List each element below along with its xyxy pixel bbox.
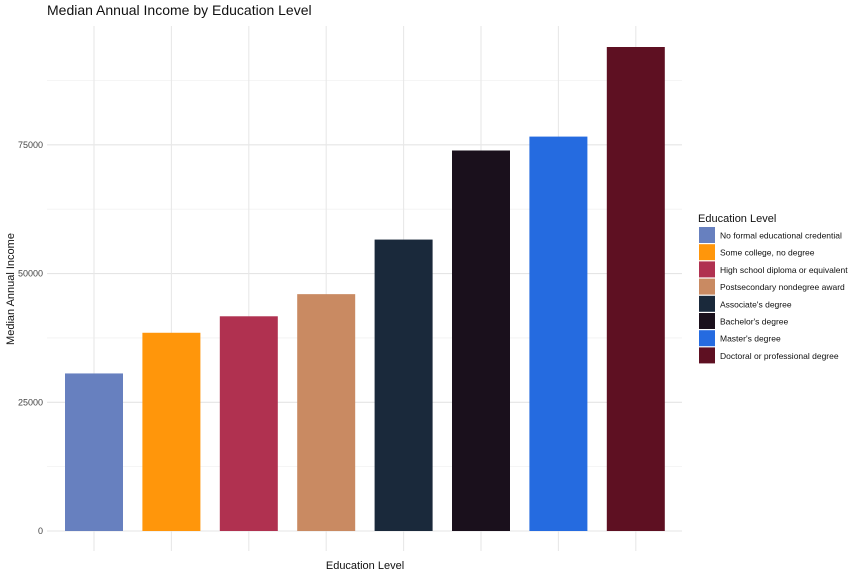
bar <box>65 373 123 531</box>
bars <box>65 47 665 532</box>
y-tick-label: 0 <box>38 526 43 536</box>
legend-swatch <box>699 261 715 278</box>
y-tick-label: 50000 <box>18 269 43 279</box>
chart-title: Median Annual Income by Education Level <box>47 2 312 18</box>
bar <box>606 47 665 531</box>
legend-label: Some college, no degree <box>720 248 815 258</box>
legend-label: No formal educational credential <box>720 231 842 241</box>
bar <box>142 332 201 531</box>
legend-title: Education Level <box>698 213 776 225</box>
x-axis-title: Education Level <box>326 560 404 572</box>
legend-swatch <box>699 278 715 295</box>
bar <box>452 150 510 531</box>
y-axis-title: Median Annual Income <box>5 233 17 345</box>
legend: Education Level No formal educational cr… <box>698 213 848 364</box>
bar <box>297 294 356 531</box>
y-tick-label: 25000 <box>18 397 43 407</box>
legend-swatch <box>699 227 715 243</box>
y-tick-label: 75000 <box>18 140 43 150</box>
legend-label: Master's degree <box>720 334 781 344</box>
legend-label: Postsecondary nondegree award <box>720 282 845 292</box>
legend-swatch <box>699 347 715 364</box>
y-tick-labels: 0 25000 50000 75000 <box>18 140 43 536</box>
legend-swatch <box>699 330 715 347</box>
legend-label: Associate's degree <box>720 299 792 309</box>
legend-label: Bachelor's degree <box>720 317 789 327</box>
legend-label: Doctoral or professional degree <box>720 351 839 361</box>
legend-swatch <box>699 244 715 261</box>
bar <box>219 316 278 531</box>
legend-swatch <box>699 313 715 329</box>
bar <box>374 239 433 532</box>
legend-label: High school diploma or equivalent <box>720 265 848 275</box>
legend-swatch <box>699 295 715 312</box>
bar <box>529 136 588 531</box>
